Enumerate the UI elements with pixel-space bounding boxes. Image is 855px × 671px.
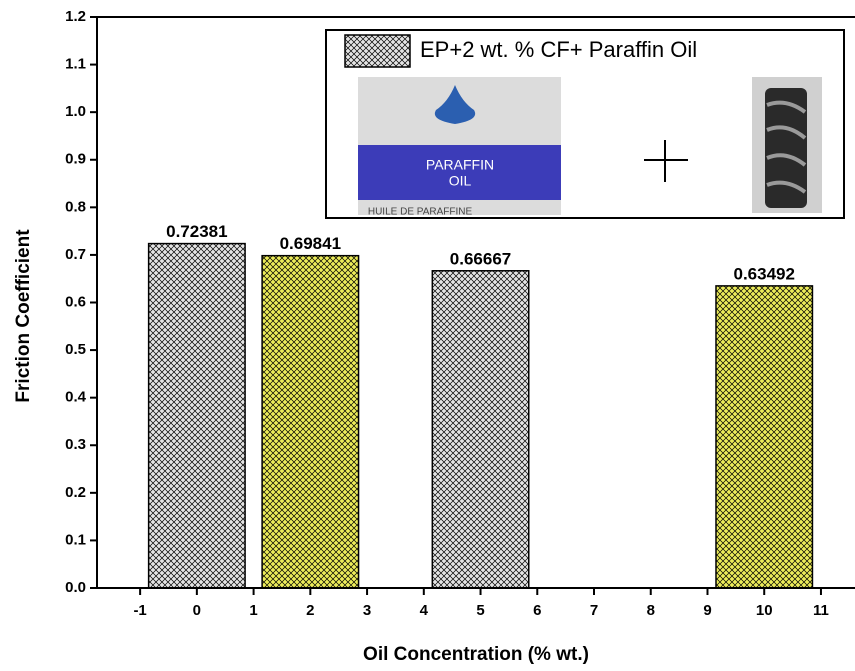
bottle-caption: HUILE DE PARAFFINE [368,207,473,218]
x-tick-label: 5 [476,602,484,619]
bar [149,244,245,588]
sample-photo [752,77,822,213]
legend-label: EP+2 wt. % CF+ Paraffin Oil [420,37,697,62]
y-tick-label: 1.1 [65,56,86,73]
y-tick-label: 0.9 [65,151,86,168]
value-label: 0.69841 [280,234,341,253]
x-tick-label: -1 [133,602,146,619]
x-tick-label: 4 [420,602,429,619]
y-tick-label: 0.5 [65,341,86,358]
y-tick-label: 0.8 [65,198,86,215]
y-tick-label: 0.7 [65,246,86,263]
x-tick-label: 1 [249,602,257,619]
x-tick-label: 7 [590,602,598,619]
x-tick-label: 3 [363,602,371,619]
y-tick-label: 0.4 [65,389,87,406]
x-tick-label: 10 [756,602,773,619]
y-axis-title: Friction Coefficient [13,229,34,403]
y-tick-label: 0.3 [65,436,86,453]
y-tick-label: 0.2 [65,484,86,501]
y-tick-label: 0.0 [65,579,86,596]
y-tick-label: 0.1 [65,531,86,548]
chart: Oil Concentration (% wt.) Friction Coeff… [0,0,855,671]
x-tick-label: 8 [647,602,655,619]
y-tick-label: 1.2 [65,8,86,25]
x-tick-label: 2 [306,602,314,619]
value-label: 0.66667 [450,249,511,268]
legend: EP+2 wt. % CF+ Paraffin Oil PARAFFIN OIL… [326,30,844,218]
bottle-photo: PARAFFIN OIL HUILE DE PARAFFINE [358,77,561,218]
bar [262,256,358,588]
bottle-text: PARAFFIN [426,157,494,173]
x-axis-title: Oil Concentration (% wt.) [363,644,589,665]
bar [716,286,812,588]
x-tick-label: 9 [703,602,711,619]
legend-swatch [345,35,410,67]
value-label: 0.63492 [733,264,794,283]
y-tick-label: 0.6 [65,293,86,310]
y-tick-label: 1.0 [65,103,86,120]
bar [432,271,528,588]
x-tick-label: 11 [813,602,829,619]
x-tick-label: 6 [533,602,541,619]
bottle-text: OIL [449,173,472,189]
value-label: 0.72381 [166,222,227,241]
x-tick-label: 0 [193,602,201,619]
